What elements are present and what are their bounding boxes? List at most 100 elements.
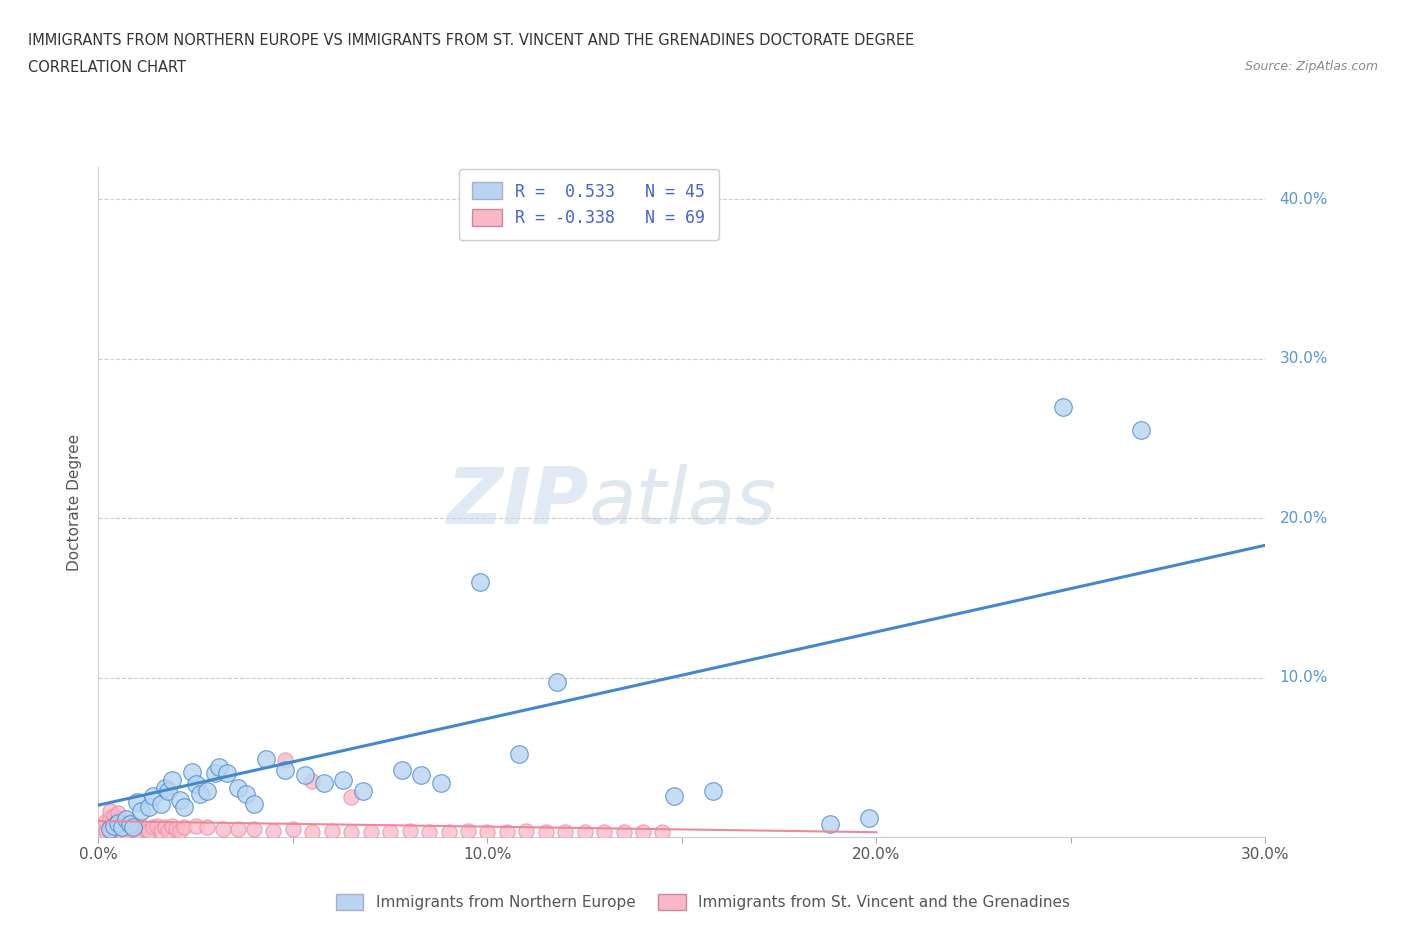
Point: [118, 820, 141, 835]
Point: [651, 825, 673, 840]
Point: [103, 825, 125, 840]
Point: [281, 821, 304, 836]
Point: [114, 812, 136, 827]
Point: [122, 817, 145, 831]
Point: [515, 823, 537, 838]
Point: [114, 823, 136, 838]
Point: [122, 820, 145, 835]
Point: [103, 820, 125, 835]
Point: [204, 765, 226, 780]
Point: [96, 821, 118, 836]
Point: [188, 787, 211, 802]
Point: [98, 823, 121, 838]
Point: [138, 823, 160, 838]
Point: [411, 767, 433, 782]
Point: [184, 818, 207, 833]
Point: [98, 804, 121, 819]
Point: [858, 810, 880, 825]
Y-axis label: Doctorate Degree: Doctorate Degree: [67, 433, 83, 571]
Point: [215, 765, 238, 780]
Point: [98, 818, 121, 833]
Point: [195, 783, 218, 798]
Point: [212, 821, 235, 836]
Text: 10.0%: 10.0%: [1279, 671, 1327, 685]
Point: [332, 772, 354, 787]
Point: [340, 790, 363, 804]
Point: [340, 825, 363, 840]
Text: IMMIGRANTS FROM NORTHERN EUROPE VS IMMIGRANTS FROM ST. VINCENT AND THE GRENADINE: IMMIGRANTS FROM NORTHERN EUROPE VS IMMIG…: [28, 33, 914, 47]
Point: [173, 799, 195, 814]
Point: [111, 816, 134, 830]
Point: [437, 825, 460, 840]
Point: [165, 821, 187, 836]
Point: [103, 809, 125, 824]
Point: [574, 825, 596, 840]
Point: [662, 788, 685, 803]
Point: [127, 794, 149, 809]
Point: [546, 675, 568, 690]
Point: [180, 764, 202, 779]
Point: [98, 821, 121, 836]
Point: [118, 817, 141, 831]
Point: [228, 780, 250, 795]
Point: [274, 753, 297, 768]
Point: [228, 821, 250, 836]
Text: Source: ZipAtlas.com: Source: ZipAtlas.com: [1244, 60, 1378, 73]
Point: [134, 821, 156, 836]
Point: [149, 796, 172, 811]
Legend: Immigrants from Northern Europe, Immigrants from St. Vincent and the Grenadines: Immigrants from Northern Europe, Immigra…: [329, 886, 1077, 918]
Point: [508, 747, 530, 762]
Point: [98, 810, 121, 825]
Point: [162, 772, 184, 787]
Point: [127, 820, 149, 835]
Point: [593, 825, 616, 840]
Point: [429, 776, 451, 790]
Point: [111, 825, 134, 840]
Point: [457, 823, 479, 838]
Point: [173, 820, 195, 835]
Point: [111, 820, 134, 835]
Point: [391, 763, 413, 777]
Point: [129, 804, 152, 819]
Point: [153, 820, 176, 835]
Point: [274, 763, 297, 777]
Text: 30.0%: 30.0%: [1279, 352, 1327, 366]
Point: [378, 825, 402, 840]
Point: [631, 825, 654, 840]
Text: CORRELATION CHART: CORRELATION CHART: [28, 60, 186, 75]
Point: [554, 825, 576, 840]
Point: [149, 823, 172, 838]
Point: [96, 825, 118, 840]
Point: [114, 817, 136, 831]
Point: [142, 820, 165, 835]
Point: [107, 821, 129, 836]
Point: [321, 823, 343, 838]
Point: [243, 821, 266, 836]
Point: [107, 816, 129, 830]
Point: [169, 793, 191, 808]
Text: atlas: atlas: [589, 464, 776, 540]
Point: [398, 823, 420, 838]
Point: [157, 783, 180, 798]
Text: ZIP: ZIP: [446, 464, 589, 540]
Point: [312, 776, 335, 790]
Point: [360, 825, 382, 840]
Point: [301, 825, 323, 840]
Point: [114, 821, 136, 836]
Point: [301, 774, 323, 789]
Point: [96, 814, 118, 829]
Point: [195, 820, 218, 835]
Point: [262, 823, 284, 838]
Point: [818, 817, 841, 831]
Point: [118, 814, 141, 829]
Point: [107, 823, 129, 838]
Point: [1052, 399, 1074, 414]
Point: [138, 799, 160, 814]
Point: [169, 823, 191, 838]
Point: [254, 751, 277, 766]
Point: [294, 767, 316, 782]
Point: [142, 788, 165, 803]
Point: [352, 783, 374, 798]
Point: [146, 818, 169, 833]
Point: [107, 805, 129, 820]
